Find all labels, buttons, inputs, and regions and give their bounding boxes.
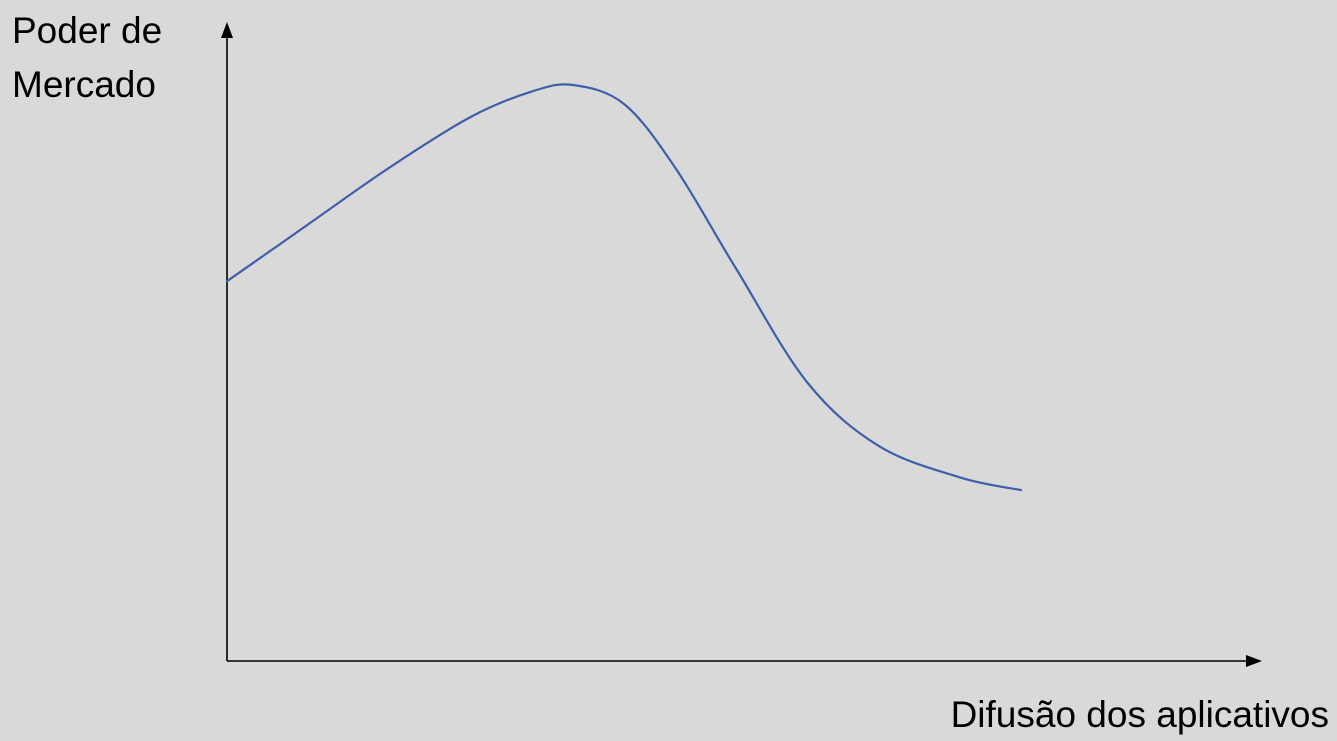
y-axis-label: Poder de Mercado bbox=[12, 4, 162, 112]
market-power-curve bbox=[225, 83, 1023, 492]
y-axis-arrow-icon bbox=[221, 22, 233, 38]
x-axis-arrow-icon bbox=[1246, 655, 1262, 667]
y-axis-label-line-1: Poder de bbox=[12, 10, 163, 51]
x-axis-label: Difusão dos aplicativos bbox=[950, 694, 1329, 735]
y-axis-label-line-2: Mercado bbox=[12, 64, 156, 105]
